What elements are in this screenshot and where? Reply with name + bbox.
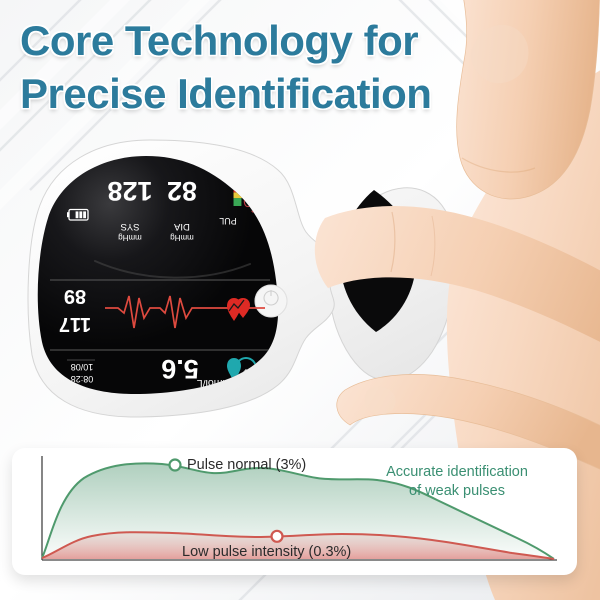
svg-text:Pulse normal (3%): Pulse normal (3%) [187,457,306,473]
svg-text:Low pulse intensity (0.3%): Low pulse intensity (0.3%) [182,544,351,560]
svg-text:of weak pulses: of weak pulses [409,483,505,499]
svg-text:Accurate identification: Accurate identification [386,464,528,480]
